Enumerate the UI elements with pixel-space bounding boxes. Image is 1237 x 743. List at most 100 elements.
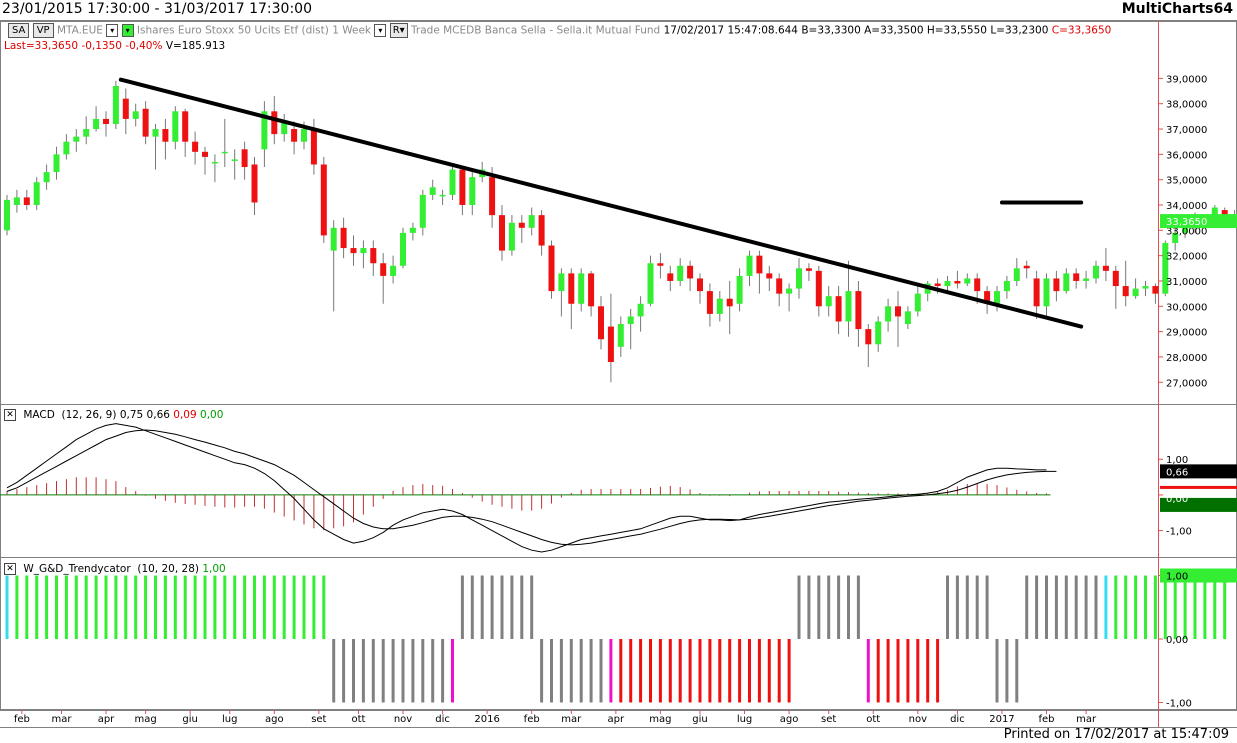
price-tick-label: 37,0000 [1166, 125, 1207, 136]
close: C=33,3650 [1051, 24, 1112, 37]
candle-up [647, 263, 654, 304]
candle-up [469, 177, 476, 206]
candle-up [528, 215, 535, 228]
candle-up [845, 291, 852, 322]
candle-down [538, 215, 545, 246]
candle-up [914, 293, 921, 312]
trade-label: Trade [411, 24, 440, 37]
candle-up [73, 136, 80, 142]
time-tick-label: nov [909, 714, 927, 725]
time-tick-label: apr [608, 714, 625, 725]
macd-tick-label: 1,00 [1166, 455, 1188, 466]
candle-down [142, 108, 149, 137]
candle-down [1152, 286, 1159, 294]
sa-button[interactable]: SA [8, 23, 30, 38]
candle-down [370, 248, 377, 264]
symbol-header: SA VP MTA.EUE ▾ ▾ Ishares Euro Stoxx 50 … [8, 23, 1111, 38]
candle-down [766, 273, 773, 279]
symbol-name: Ishares Euro Stoxx 50 Ucits Etf (dist) [136, 24, 329, 37]
candle-up [172, 111, 179, 142]
date-range: 23/01/2015 17:30:00 - 31/03/2017 17:30:0… [2, 1, 312, 17]
candle-down [815, 270, 822, 307]
candle-down [1053, 278, 1060, 292]
macd-close-icon[interactable]: ✕ [4, 409, 16, 421]
candle-up [1063, 273, 1070, 292]
mode-button[interactable]: R▾ [389, 23, 408, 38]
trend-header: ✕ W_G&D_Trendycator (10, 20, 28) 1,00 [4, 563, 226, 575]
candle-up [330, 227, 337, 251]
trend-close-icon[interactable]: ✕ [4, 563, 16, 575]
candle-up [736, 275, 743, 304]
candle-down [380, 263, 387, 276]
candle-down [1221, 210, 1228, 216]
trendline [118, 77, 1084, 329]
macd-name: MACD [23, 409, 55, 421]
candle-down [667, 273, 674, 281]
symbol-code: MTA.EUE [56, 24, 103, 37]
candle-up [508, 222, 515, 251]
time-tick-label: mar [561, 714, 582, 725]
low: L=33,2300 [990, 24, 1049, 37]
candle-down [895, 306, 901, 317]
trend-tick-label: -1,00 [1166, 698, 1192, 709]
price-tick-label: 27,0000 [1166, 378, 1207, 389]
candle-up [1083, 278, 1090, 281]
candle-up [677, 265, 684, 281]
candle-down [776, 278, 783, 294]
candle-down [320, 164, 327, 236]
candle-down [1033, 278, 1040, 307]
time-tick-label: feb [14, 714, 30, 725]
candle-down [499, 215, 505, 251]
candle-down [598, 306, 604, 340]
time-tick-label: dic [435, 714, 450, 725]
change: -0,1350 [81, 40, 122, 52]
candle-up [231, 159, 238, 161]
candle-down [548, 245, 555, 292]
macd-hist-marker [1160, 485, 1237, 489]
time-tick-label: 2016 [474, 714, 499, 725]
vp-button[interactable]: VP [32, 23, 54, 38]
time-tick-label: mar [1076, 714, 1097, 725]
candle-down [251, 164, 258, 203]
macd-header: ✕ MACD (12, 26, 9) 0,75 0,66 0,09 0,00 [4, 409, 223, 421]
candle-down [934, 283, 941, 287]
time-tick-label: nov [394, 714, 412, 725]
candle-up [152, 129, 159, 137]
time-tick-label: feb [524, 714, 540, 725]
candle-up [33, 182, 40, 206]
candle-up [1132, 288, 1139, 297]
candle-up [43, 172, 50, 183]
status-icon: ▾ [121, 24, 134, 37]
candle-down [310, 129, 317, 165]
interval: 1 Week [332, 24, 372, 37]
price-tick-label: 28,0000 [1166, 353, 1207, 364]
app-name: MultiCharts64 [1121, 1, 1233, 17]
candle-up [796, 268, 802, 289]
candle-up [786, 288, 793, 294]
candle-up [53, 154, 60, 173]
trend-v1: 1,00 [202, 563, 226, 575]
candle-up [1013, 268, 1020, 281]
candle-down [162, 129, 169, 142]
candle-down [192, 141, 199, 152]
candle-up [112, 85, 119, 124]
candle-up [83, 129, 90, 137]
macd-signal-line [6, 429, 1057, 546]
candle-up [390, 265, 397, 276]
candle-down [340, 227, 347, 249]
candle-down [706, 291, 713, 314]
candle-up [281, 121, 288, 135]
interval-dropdown-icon[interactable]: ▾ [374, 24, 387, 37]
candle-up [1043, 278, 1050, 307]
quote-time: 15:47:08.644 [727, 24, 798, 37]
time-tick-label: giu [182, 714, 197, 725]
symbol-dropdown-icon[interactable]: ▾ [106, 24, 119, 37]
price-tick-label: 36,0000 [1166, 150, 1207, 161]
candle-up [578, 273, 585, 304]
candle-down [1023, 265, 1030, 269]
macd-value-marker [1160, 464, 1237, 479]
bid: B=33,3300 [801, 24, 861, 37]
time-tick-label: ott [866, 714, 880, 725]
candle-up [1172, 232, 1179, 243]
